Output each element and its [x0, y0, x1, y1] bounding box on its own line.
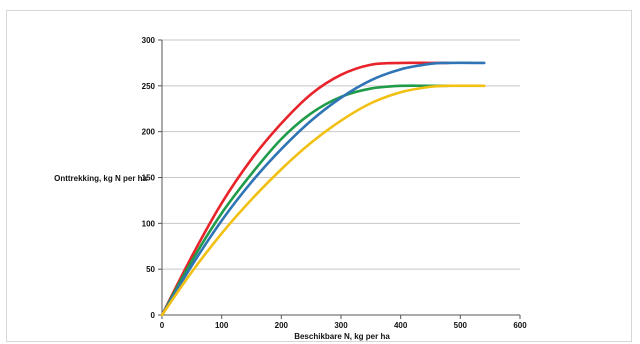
y-tick-label-0: 0: [151, 311, 156, 320]
x-tick-label-400: 400: [394, 321, 408, 330]
x-tick-label-0: 0: [160, 321, 165, 330]
series-lines: [160, 61, 486, 317]
series-line-4: [160, 84, 486, 317]
x-tick-label-300: 300: [334, 321, 348, 330]
series-line-1: [160, 61, 450, 317]
chart-frame: [6, 10, 632, 342]
x-axis-title: Beschikbare N, kg per ha: [294, 332, 390, 341]
y-tick-label-100: 100: [142, 219, 156, 228]
x-tick-label-600: 600: [513, 321, 527, 330]
y-tick-labels: 0 50 100 150 200 250 300: [142, 36, 156, 320]
x-tick-label-200: 200: [275, 321, 289, 330]
y-tick-label-250: 250: [142, 82, 156, 91]
y-axis-title: Onttrekking, kg N per ha: [54, 174, 147, 183]
y-tick-label-200: 200: [142, 128, 156, 137]
y-tick-label-150: 150: [142, 174, 156, 183]
axes: [158, 39, 521, 319]
y-tick-label-300: 300: [142, 36, 156, 45]
gridlines: [162, 39, 520, 270]
y-tick-label-50: 50: [146, 265, 155, 274]
x-tick-label-100: 100: [215, 321, 229, 330]
series-line-2: [160, 84, 450, 317]
x-tick-labels: 0 100 200 300 400 500 600: [160, 321, 527, 330]
series-line-3: [160, 61, 486, 317]
x-tick-label-500: 500: [454, 321, 468, 330]
